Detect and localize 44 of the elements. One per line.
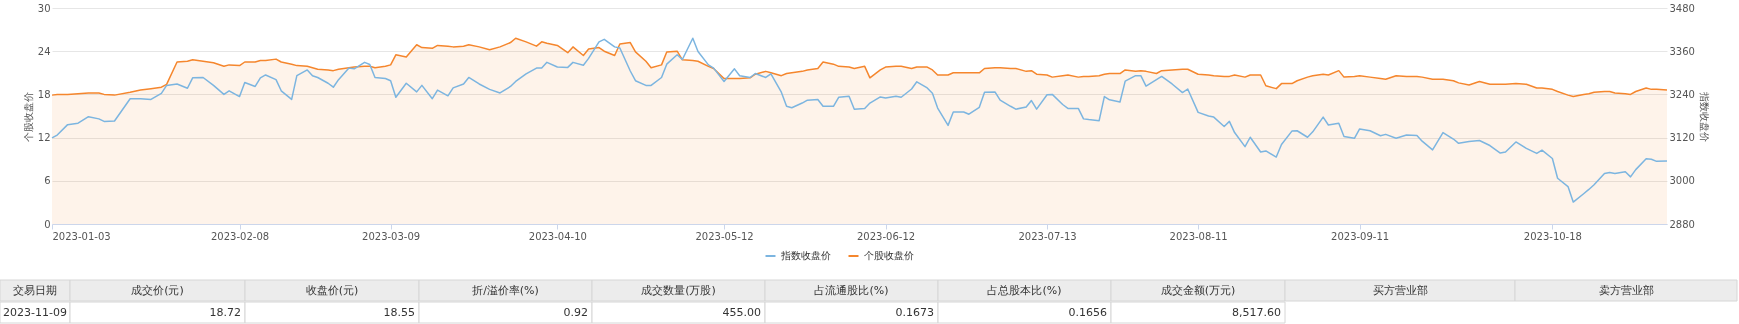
y2-tick-label: 3120 <box>1669 132 1695 144</box>
y2-tick-label: 3360 <box>1669 45 1695 57</box>
y-tick-label: 0 <box>44 218 51 230</box>
text: 占流通股比(%) <box>814 284 889 297</box>
y-axis-title: 个股收盘价 <box>22 91 34 142</box>
text: 买方营业部 <box>1372 284 1428 297</box>
text: 18.72 <box>209 306 241 319</box>
text: 占总股本比(%) <box>987 284 1062 297</box>
y-tick-label: 6 <box>44 175 51 187</box>
text: 455.00 <box>722 306 761 319</box>
y2-axis-title: 指数收盘价 <box>1698 90 1710 142</box>
y2-tick-label: 3480 <box>1669 2 1695 14</box>
x-tick-label: 2023-03-09 <box>362 230 421 242</box>
x-tick-label: 2023-05-12 <box>695 230 754 242</box>
text: 0.1673 <box>895 306 934 319</box>
x-tick-label: 2023-07-13 <box>1018 230 1077 242</box>
x-tick-label: 2023-01-03 <box>52 230 111 242</box>
y-tick-label: 24 <box>37 45 51 57</box>
y-tick-label: 12 <box>37 132 51 144</box>
text: 成交金额(万元) <box>1160 284 1236 297</box>
text: 0.1656 <box>1068 306 1107 319</box>
x-tick-label: 2023-09-11 <box>1331 230 1390 242</box>
y-tick-label: 18 <box>37 88 51 100</box>
text: 收盘价(元) <box>305 284 359 297</box>
text: 卖方营业部 <box>1598 284 1654 297</box>
x-tick-label: 2023-08-11 <box>1169 230 1228 242</box>
y-tick-label: 30 <box>37 2 51 14</box>
text: 成交价(元) <box>131 284 184 297</box>
text: 8,517.60 <box>1232 306 1281 319</box>
x-tick-label: 2023-10-18 <box>1523 230 1582 242</box>
text: 交易日期 <box>13 284 57 297</box>
legend-label: 指数收盘价 <box>779 250 831 261</box>
x-tick-label: 2023-04-10 <box>528 230 587 242</box>
y2-tick-label: 2880 <box>1669 218 1695 230</box>
y2-tick-label: 3240 <box>1669 88 1695 100</box>
x-tick-label: 2023-06-12 <box>856 230 916 242</box>
x-tick-label: 2023-02-08 <box>210 230 270 242</box>
text: 2023-11-09 <box>3 306 67 319</box>
y2-tick-label: 3000 <box>1669 175 1695 187</box>
legend-label: 个股收盘价 <box>863 250 914 261</box>
text: 18.55 <box>383 306 415 319</box>
text: 0.92 <box>563 306 588 319</box>
text: 成交数量(万股) <box>641 284 716 297</box>
text: 折/溢价率(%) <box>472 284 539 297</box>
